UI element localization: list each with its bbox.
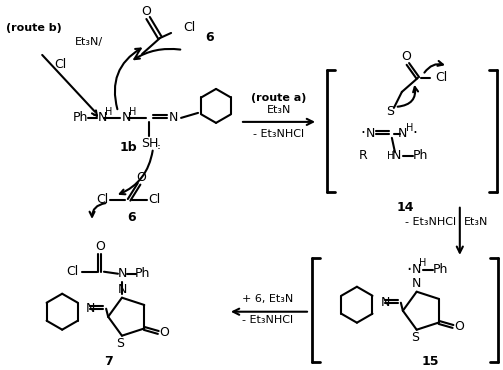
Text: O: O [136, 171, 146, 184]
Text: ·: · [91, 109, 96, 123]
Text: O: O [159, 326, 169, 339]
Text: ·: · [157, 140, 161, 153]
Text: N: N [98, 111, 108, 124]
Text: O: O [454, 320, 464, 333]
Text: H: H [406, 123, 413, 133]
Text: Et₃N: Et₃N [464, 217, 488, 227]
Text: S: S [116, 337, 124, 350]
Text: N: N [169, 111, 179, 124]
Text: S: S [410, 331, 418, 344]
Text: ·: · [412, 127, 417, 141]
Text: 14: 14 [396, 201, 413, 214]
Text: Et₃N/: Et₃N/ [75, 37, 103, 47]
Text: 6: 6 [206, 31, 214, 44]
Text: N: N [381, 296, 390, 309]
Text: O: O [141, 6, 151, 18]
Text: R: R [359, 149, 367, 162]
Text: Cl: Cl [183, 21, 195, 34]
Text: - Et₃NHCl: - Et₃NHCl [254, 129, 304, 139]
Text: Ph: Ph [413, 149, 429, 162]
Text: N: N [122, 111, 131, 124]
Text: Cl: Cl [148, 193, 160, 206]
Text: H: H [129, 107, 136, 117]
Text: (route a): (route a) [252, 93, 307, 103]
Text: ·: · [91, 112, 96, 126]
Text: O: O [401, 50, 411, 63]
Text: Et₃N: Et₃N [267, 105, 291, 115]
Text: Cl: Cl [66, 265, 78, 278]
Text: N: N [392, 149, 401, 162]
Text: N: N [412, 263, 422, 276]
Text: O: O [95, 240, 105, 253]
Text: Ph: Ph [433, 263, 448, 276]
Text: N: N [366, 127, 376, 140]
Text: S: S [386, 105, 394, 118]
Text: N: N [117, 267, 127, 280]
Text: H: H [387, 151, 394, 161]
Text: ·: · [406, 261, 411, 279]
Text: N: N [86, 302, 96, 315]
Text: 6: 6 [127, 211, 135, 224]
Text: Cl: Cl [54, 58, 66, 71]
Text: 1b: 1b [119, 141, 137, 154]
Text: Cl: Cl [436, 71, 448, 84]
Text: Cl: Cl [96, 193, 108, 206]
Text: - Et₃NHCl: - Et₃NHCl [405, 217, 456, 227]
Text: - Et₃NHCl: - Et₃NHCl [242, 315, 294, 325]
Text: + 6, Et₃N: + 6, Et₃N [242, 294, 294, 304]
Text: Ph: Ph [73, 111, 88, 124]
Text: SH: SH [141, 137, 159, 150]
Text: N: N [412, 277, 422, 290]
Text: Ph: Ph [135, 267, 150, 280]
Text: ·: · [157, 143, 161, 157]
Text: 7: 7 [104, 355, 113, 368]
Text: (route b): (route b) [6, 23, 62, 33]
Text: H: H [419, 258, 427, 268]
Text: N: N [117, 283, 127, 296]
Text: ·: · [361, 127, 365, 141]
Text: H: H [105, 107, 113, 117]
Text: 15: 15 [421, 355, 439, 368]
Text: N: N [398, 127, 407, 140]
